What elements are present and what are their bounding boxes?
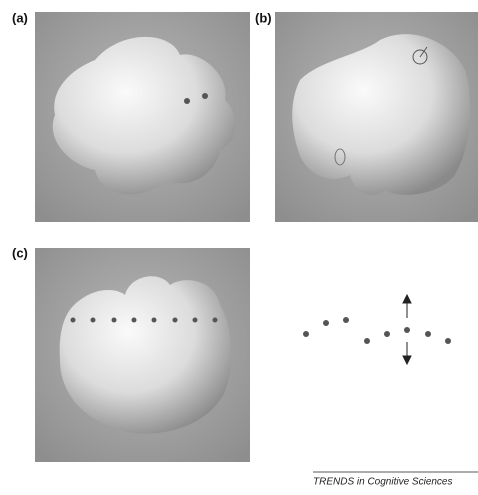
dot (202, 93, 208, 99)
panel-label: (b) (255, 10, 272, 25)
figure: (a) (b) (c) TRENDS in Cognitive Sciences (0, 0, 478, 490)
dot-profile (303, 317, 451, 344)
panel-label: (a) (12, 10, 28, 25)
shape (60, 276, 232, 433)
footer: TRENDS in Cognitive Sciences (313, 477, 453, 488)
panel-label: (c) (12, 245, 28, 260)
dot (184, 98, 190, 104)
